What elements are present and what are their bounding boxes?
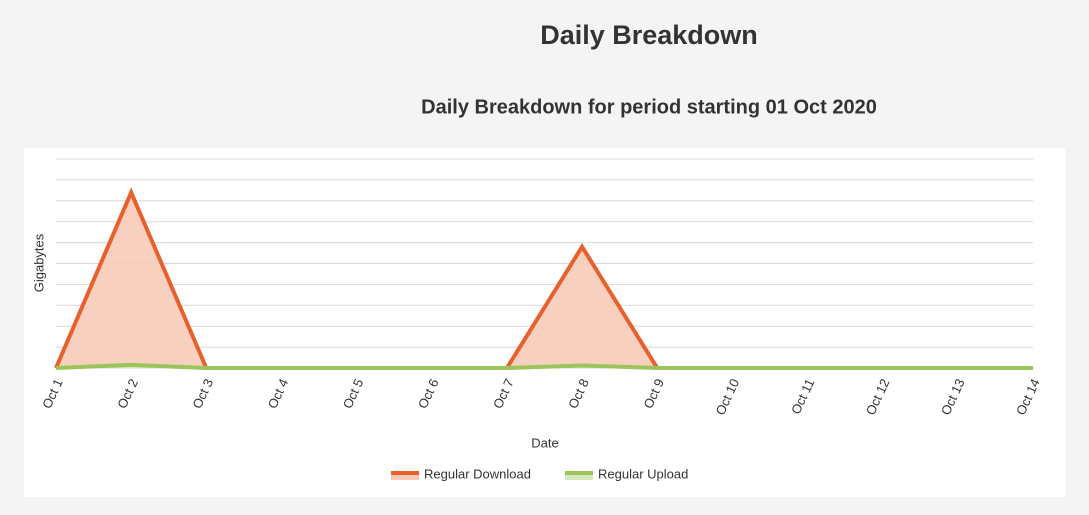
line [55,362,1033,370]
area [56,192,1033,368]
legend-swatch [565,472,593,480]
legend-label: Regular Upload [598,466,688,481]
x-axis-label: Date [531,435,558,450]
legend-swatch [391,472,419,480]
y-axis-label: Gigabytes [31,233,46,292]
legend-label: Regular Download [424,466,531,481]
page-title: Daily Breakdown [540,20,758,50]
chart-title: Daily Breakdown for period starting 01 O… [421,96,877,118]
